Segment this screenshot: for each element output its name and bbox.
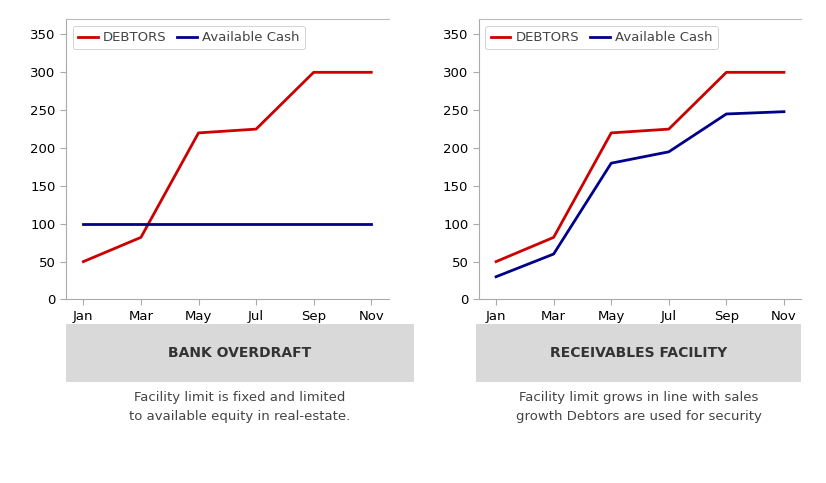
Available Cash	[251, 221, 261, 227]
Available Cash	[548, 251, 558, 257]
Available Cash	[779, 109, 789, 114]
DEBTORS	[606, 130, 616, 136]
Line: Available Cash: Available Cash	[496, 112, 784, 277]
Text: BANK OVERDRAFT: BANK OVERDRAFT	[169, 346, 311, 359]
DEBTORS	[548, 234, 558, 240]
Available Cash	[491, 274, 501, 280]
Available Cash	[78, 221, 88, 227]
DEBTORS	[78, 259, 88, 265]
Text: Facility limit is fixed and limited
to available equity in real-estate.: Facility limit is fixed and limited to a…	[130, 391, 350, 423]
Available Cash	[606, 160, 616, 166]
DEBTORS	[779, 70, 789, 75]
Available Cash	[193, 221, 203, 227]
Available Cash	[664, 149, 674, 155]
Legend: DEBTORS, Available Cash: DEBTORS, Available Cash	[486, 26, 718, 49]
Legend: DEBTORS, Available Cash: DEBTORS, Available Cash	[73, 26, 305, 49]
Available Cash	[136, 221, 146, 227]
DEBTORS	[136, 234, 146, 240]
Available Cash	[721, 111, 731, 117]
Available Cash	[309, 221, 319, 227]
DEBTORS	[309, 70, 319, 75]
Text: RECEIVABLES FACILITY: RECEIVABLES FACILITY	[550, 346, 727, 359]
Text: Facility limit grows in line with sales
growth Debtors are used for security: Facility limit grows in line with sales …	[515, 391, 762, 423]
DEBTORS	[721, 70, 731, 75]
DEBTORS	[491, 259, 501, 265]
DEBTORS	[193, 130, 203, 136]
DEBTORS	[366, 70, 376, 75]
Available Cash	[366, 221, 376, 227]
Line: DEBTORS: DEBTORS	[83, 72, 371, 262]
Line: DEBTORS: DEBTORS	[496, 72, 784, 262]
DEBTORS	[664, 126, 674, 132]
DEBTORS	[251, 126, 261, 132]
